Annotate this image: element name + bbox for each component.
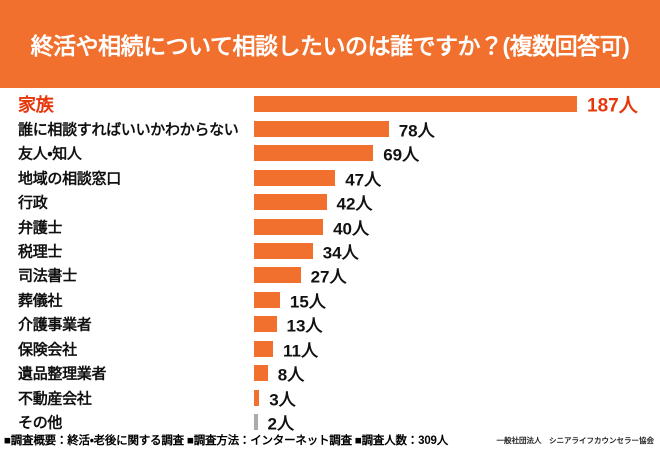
- category-label: 家族: [18, 95, 54, 116]
- category-label: その他: [18, 414, 63, 432]
- value-label: 78人: [398, 121, 435, 141]
- category-label: 税理士: [18, 243, 63, 261]
- value-bar: [254, 340, 273, 357]
- value-bar: [254, 194, 327, 211]
- header-banner: 終活や相続について相談したいのは誰ですか？(複数回答可): [0, 0, 660, 88]
- category-label: 行政: [18, 194, 48, 212]
- value-label: 13人: [286, 316, 323, 336]
- category-label: 介護事業者: [18, 316, 92, 334]
- category-label: 保険会社: [18, 341, 77, 359]
- bar-row: 行政 42人: [0, 190, 660, 215]
- bar-row: 税理士 34人: [0, 239, 660, 264]
- chart-title: 終活や相続について相談したいのは誰ですか？(複数回答可): [30, 33, 630, 59]
- survey-summary: ■調査概要：終活・老後に関する調査 ■調査方法：インターネット調査 ■調査人数：…: [4, 435, 449, 447]
- value-bar: [254, 316, 277, 333]
- value-bar: [254, 120, 389, 137]
- value-bar: [254, 169, 336, 186]
- bar-row: その他 2人: [0, 410, 660, 435]
- value-bar: [254, 389, 260, 406]
- value-label: 15人: [289, 292, 326, 312]
- value-bar: [254, 291, 280, 308]
- bar-row: 遺品整理業者 8人: [0, 361, 660, 386]
- value-label: 8人: [277, 365, 305, 385]
- bar-row: 地域の相談窓口 47人: [0, 165, 660, 190]
- category-label: 葬儀社: [18, 292, 63, 310]
- bar-row: 友人・知人 69人: [0, 141, 660, 166]
- value-bar: [254, 414, 258, 431]
- value-label: 34人: [322, 243, 359, 263]
- bar-row: 誰に相談すればいいかわからない 78人: [0, 116, 660, 141]
- bar-row: 司法書士 27人: [0, 263, 660, 288]
- value-label: 40人: [333, 219, 370, 238]
- value-label: 2人: [267, 414, 294, 434]
- value-label: 11人: [283, 341, 318, 361]
- category-label: 地域の相談窓口: [18, 170, 121, 188]
- value-label: 187人: [587, 95, 638, 117]
- bar-row: 葬儀社 15人: [0, 288, 660, 313]
- value-bar: [254, 218, 324, 235]
- bar-row: 不動産会社 3人: [0, 385, 660, 410]
- value-label: 27人: [310, 267, 347, 287]
- value-label: 42人: [336, 194, 373, 214]
- category-label: 不動産会社: [18, 390, 92, 408]
- value-label: 47人: [345, 170, 382, 190]
- bar-row: 家族 187人: [0, 92, 660, 117]
- value-bar: [254, 145, 374, 162]
- organization-credit: 一般社団法人 シニアライフカウンセラー協会: [496, 436, 655, 445]
- value-bar: [254, 96, 577, 113]
- category-label: 弁護士: [18, 219, 63, 236]
- value-bar: [254, 242, 313, 259]
- bar-row: 弁護士 40人: [0, 214, 660, 239]
- category-label: 友人・知人: [18, 145, 82, 163]
- bar-row: 介護事業者 13人: [0, 312, 660, 337]
- value-bar: [254, 365, 268, 382]
- category-label: 遺品整理業者: [18, 365, 107, 383]
- value-label: 3人: [269, 390, 296, 410]
- bar-row: 保険会社 11人: [0, 337, 660, 362]
- category-label: 誰に相談すればいいかわからない: [18, 121, 239, 139]
- category-label: 司法書士: [18, 267, 77, 285]
- value-bar: [254, 267, 301, 284]
- value-label: 69人: [383, 145, 420, 165]
